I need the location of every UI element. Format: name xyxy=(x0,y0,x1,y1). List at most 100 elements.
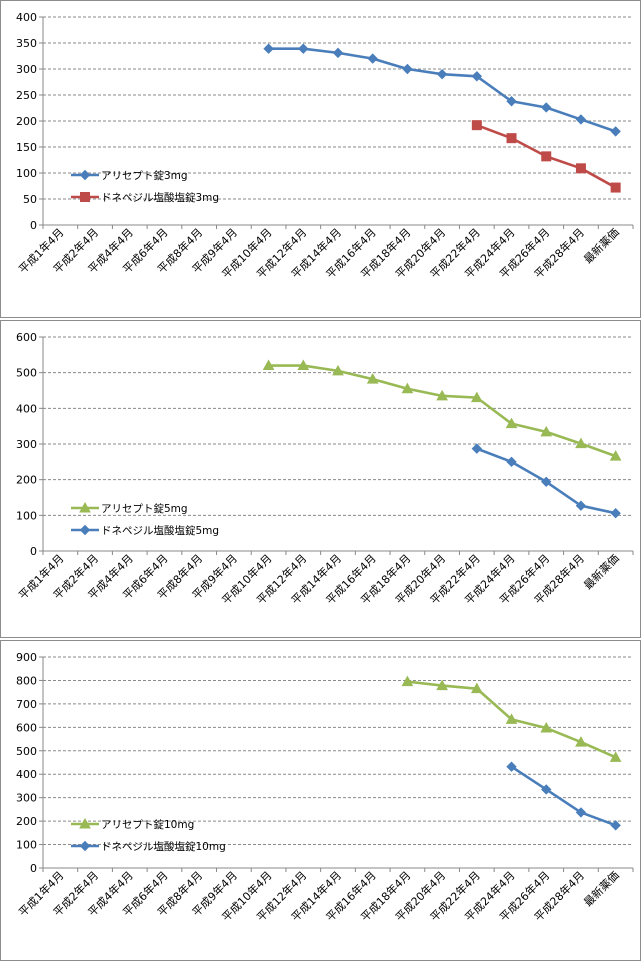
x-axis-ticks: 平成1年4月平成2年4月平成4年4月平成6年4月平成8年4月平成9年4月平成10… xyxy=(16,868,634,924)
y-tick-label: 300 xyxy=(16,438,37,451)
chart-panel-5mg: 0 100 200 300 400 500 600 平成1年4月 平成2年4月 平成4年4月 平成6… xyxy=(0,320,641,638)
y-tick-label: 350 xyxy=(16,37,37,50)
y-tick-label: 200 xyxy=(16,815,37,828)
data-point xyxy=(540,722,553,733)
legend-swatch-marker xyxy=(79,817,91,829)
y-tick-label: 200 xyxy=(16,474,37,487)
x-axis-ticks: 平成1年4月平成2年4月平成4年4月平成6年4月平成8年4月平成9年4月平成10… xyxy=(16,225,634,281)
data-point xyxy=(401,675,414,687)
data-point xyxy=(332,364,344,376)
data-point xyxy=(610,820,621,831)
data-point xyxy=(541,476,552,488)
series-line xyxy=(268,47,617,133)
line-chart-3mg: 0 50 100 150 200 250 300 350 400 平成1年4月平成2年4月平成4年… xyxy=(16,11,634,281)
y-axis-ticks: 0 50 100 150 200 250 300 350 400 xyxy=(16,11,43,232)
x-tick-label: 最新薬価 xyxy=(581,225,622,266)
series-0 xyxy=(262,359,622,461)
series-1 xyxy=(506,761,621,831)
x-axis-ticks: 平成1年4月平成2年4月平成4年4月平成6年4月平成8年4月平成9年4月平成10… xyxy=(16,551,634,607)
data-point xyxy=(575,807,587,818)
y-tick-label: 800 xyxy=(16,674,37,687)
data-point xyxy=(470,682,483,694)
legend-swatch-marker xyxy=(79,501,91,513)
y-tick-label: 700 xyxy=(16,698,37,711)
legend-label: ドネペジル塩酸塩錠3mg xyxy=(101,191,219,204)
y-tick-label: 250 xyxy=(16,89,37,102)
y-tick-label: 50 xyxy=(23,193,37,206)
data-point xyxy=(263,43,274,54)
legend-item: ドネペジル塩酸塩錠3mg xyxy=(71,191,219,204)
legend-swatch-marker xyxy=(80,192,90,202)
legend-label: ドネペジル塩酸塩錠10mg xyxy=(101,840,226,853)
y-tick-label: 400 xyxy=(16,402,37,415)
legend-item: ドネペジル塩酸塩錠10mg xyxy=(71,840,226,853)
legend-item: ドネペジル塩酸塩錠5mg xyxy=(71,524,219,537)
y-tick-label: 100 xyxy=(16,509,37,522)
y-tick-label: 500 xyxy=(16,745,37,758)
y-tick-label: 600 xyxy=(16,331,37,344)
series-0 xyxy=(401,675,622,762)
data-point xyxy=(367,53,378,64)
y-tick-label: 400 xyxy=(16,768,37,781)
data-point xyxy=(402,63,413,75)
data-point xyxy=(506,133,517,144)
data-point xyxy=(540,425,553,437)
data-point xyxy=(505,417,518,429)
data-point xyxy=(610,126,621,137)
legend-swatch-marker xyxy=(79,840,91,852)
data-point xyxy=(506,456,517,468)
series-line xyxy=(510,765,617,827)
data-point xyxy=(575,736,587,747)
y-tick-label: 150 xyxy=(16,141,37,154)
gridlines xyxy=(43,16,633,200)
data-point xyxy=(436,68,448,80)
x-tick-label: 最新薬価 xyxy=(581,868,622,909)
y-tick-label: 100 xyxy=(16,167,37,180)
legend-swatch-marker xyxy=(79,524,91,536)
gridlines xyxy=(43,656,633,846)
data-point xyxy=(609,751,622,762)
line-chart-5mg: 0 100 200 300 400 500 600 平成1年4月平成2年4月平成4年4月平成6… xyxy=(16,331,634,607)
data-point xyxy=(575,437,587,449)
data-point xyxy=(610,182,621,193)
data-point xyxy=(541,102,552,113)
data-point xyxy=(541,784,552,795)
data-point xyxy=(610,507,621,519)
data-point xyxy=(366,373,379,384)
legend: アリセプト錠5mg ドネペジル塩酸塩錠5mg xyxy=(71,501,219,537)
legend-swatch-marker xyxy=(79,169,91,181)
data-point xyxy=(262,359,275,371)
gridlines xyxy=(43,336,633,516)
data-point xyxy=(541,151,552,162)
data-point xyxy=(471,443,483,454)
data-point xyxy=(575,114,587,125)
x-tick-label: 最新薬価 xyxy=(581,551,622,592)
chart-panel-3mg: 0 50 100 150 200 250 300 350 400 平成1年4月 平成2年4月 平成4年… xyxy=(0,0,641,318)
legend: アリセプト錠10mg ドネペジル塩酸塩錠10mg xyxy=(71,817,226,853)
data-point xyxy=(471,71,483,82)
data-point xyxy=(332,47,344,59)
data-point xyxy=(298,43,309,54)
y-tick-label: 300 xyxy=(16,792,37,805)
y-axis-ticks: 0 100 200 300 400 500 600 700 800 900 xyxy=(16,651,43,875)
data-point xyxy=(609,450,622,461)
y-axis-ticks: 0 100 200 300 400 500 600 xyxy=(16,331,43,558)
series-1 xyxy=(471,120,621,193)
data-point xyxy=(401,382,414,394)
legend: アリセプト錠3mg ドネペジル塩酸塩錠3mg xyxy=(71,169,219,204)
y-tick-label: 600 xyxy=(16,721,37,734)
y-tick-label: 300 xyxy=(16,63,37,76)
line-chart-10mg: 0 100 200 300 400 500 600 700 800 900 平成1年4月平成2年4月… xyxy=(16,651,634,924)
y-tick-label: 400 xyxy=(16,11,37,24)
legend-label: アリセプト錠5mg xyxy=(101,502,188,515)
series-line xyxy=(268,364,617,458)
y-tick-label: 100 xyxy=(16,839,37,852)
data-point xyxy=(505,713,518,724)
y-tick-label: 0 xyxy=(30,219,37,232)
legend-label: アリセプト錠3mg xyxy=(101,169,188,182)
data-point xyxy=(575,500,587,511)
series-1 xyxy=(471,443,621,519)
y-tick-label: 900 xyxy=(16,651,37,664)
data-point xyxy=(506,761,517,772)
data-point xyxy=(297,359,310,371)
